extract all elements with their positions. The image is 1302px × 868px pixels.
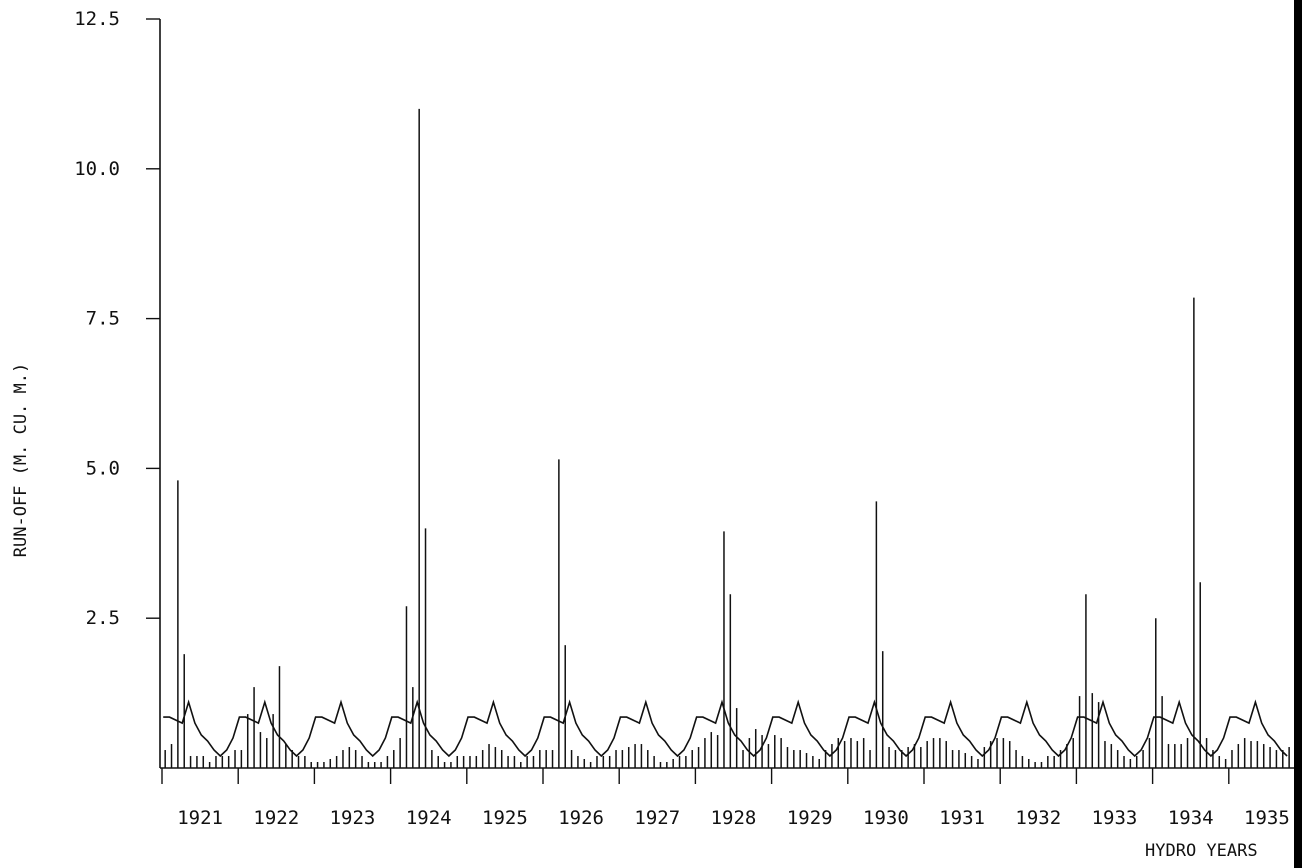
x-tick-label: 1935: [1244, 807, 1290, 829]
x-tick-label: 1932: [1015, 807, 1061, 829]
mean-monthly-curve: [163, 699, 1288, 758]
mean-curve-line: [163, 699, 1288, 758]
x-tick-label: 1927: [634, 807, 680, 829]
x-tick-label: 1928: [711, 807, 757, 829]
x-axis: 1921 1922 1923 1924 1925 1926 1927 1928 1929 1930…: [160, 767, 1296, 829]
x-tick-label: 1929: [787, 807, 833, 829]
y-tick-label: 10.0: [74, 158, 120, 180]
x-tick-label: 1924: [406, 807, 452, 829]
x-axis-title: HYDRO YEARS: [1145, 841, 1258, 861]
x-tick-label: 1931: [939, 807, 985, 829]
y-axis-title: RUN-OFF (M. CU. M.): [11, 363, 31, 557]
y-tick-label: 7.5: [86, 308, 120, 330]
y-tick-label: 5.0: [86, 457, 120, 479]
x-tick-label: 1922: [253, 807, 299, 829]
x-tick-label: 1923: [330, 807, 376, 829]
x-tick-label: 1934: [1168, 807, 1214, 829]
y-tick-label: 12.5: [74, 8, 120, 30]
monthly-runoff-bars: [164, 108, 1290, 768]
scan-edge-bar: [1294, 0, 1302, 868]
x-tick-label: 1926: [558, 807, 604, 829]
x-tick-label: 1930: [863, 807, 909, 829]
x-tick-label: 1925: [482, 807, 528, 829]
y-axis: 12.5 10.0 7.5 5.0 2.5: [74, 8, 161, 768]
x-tick-label: 1933: [1092, 807, 1138, 829]
y-tick-label: 2.5: [86, 607, 120, 629]
x-tick-label: 1921: [177, 807, 223, 829]
